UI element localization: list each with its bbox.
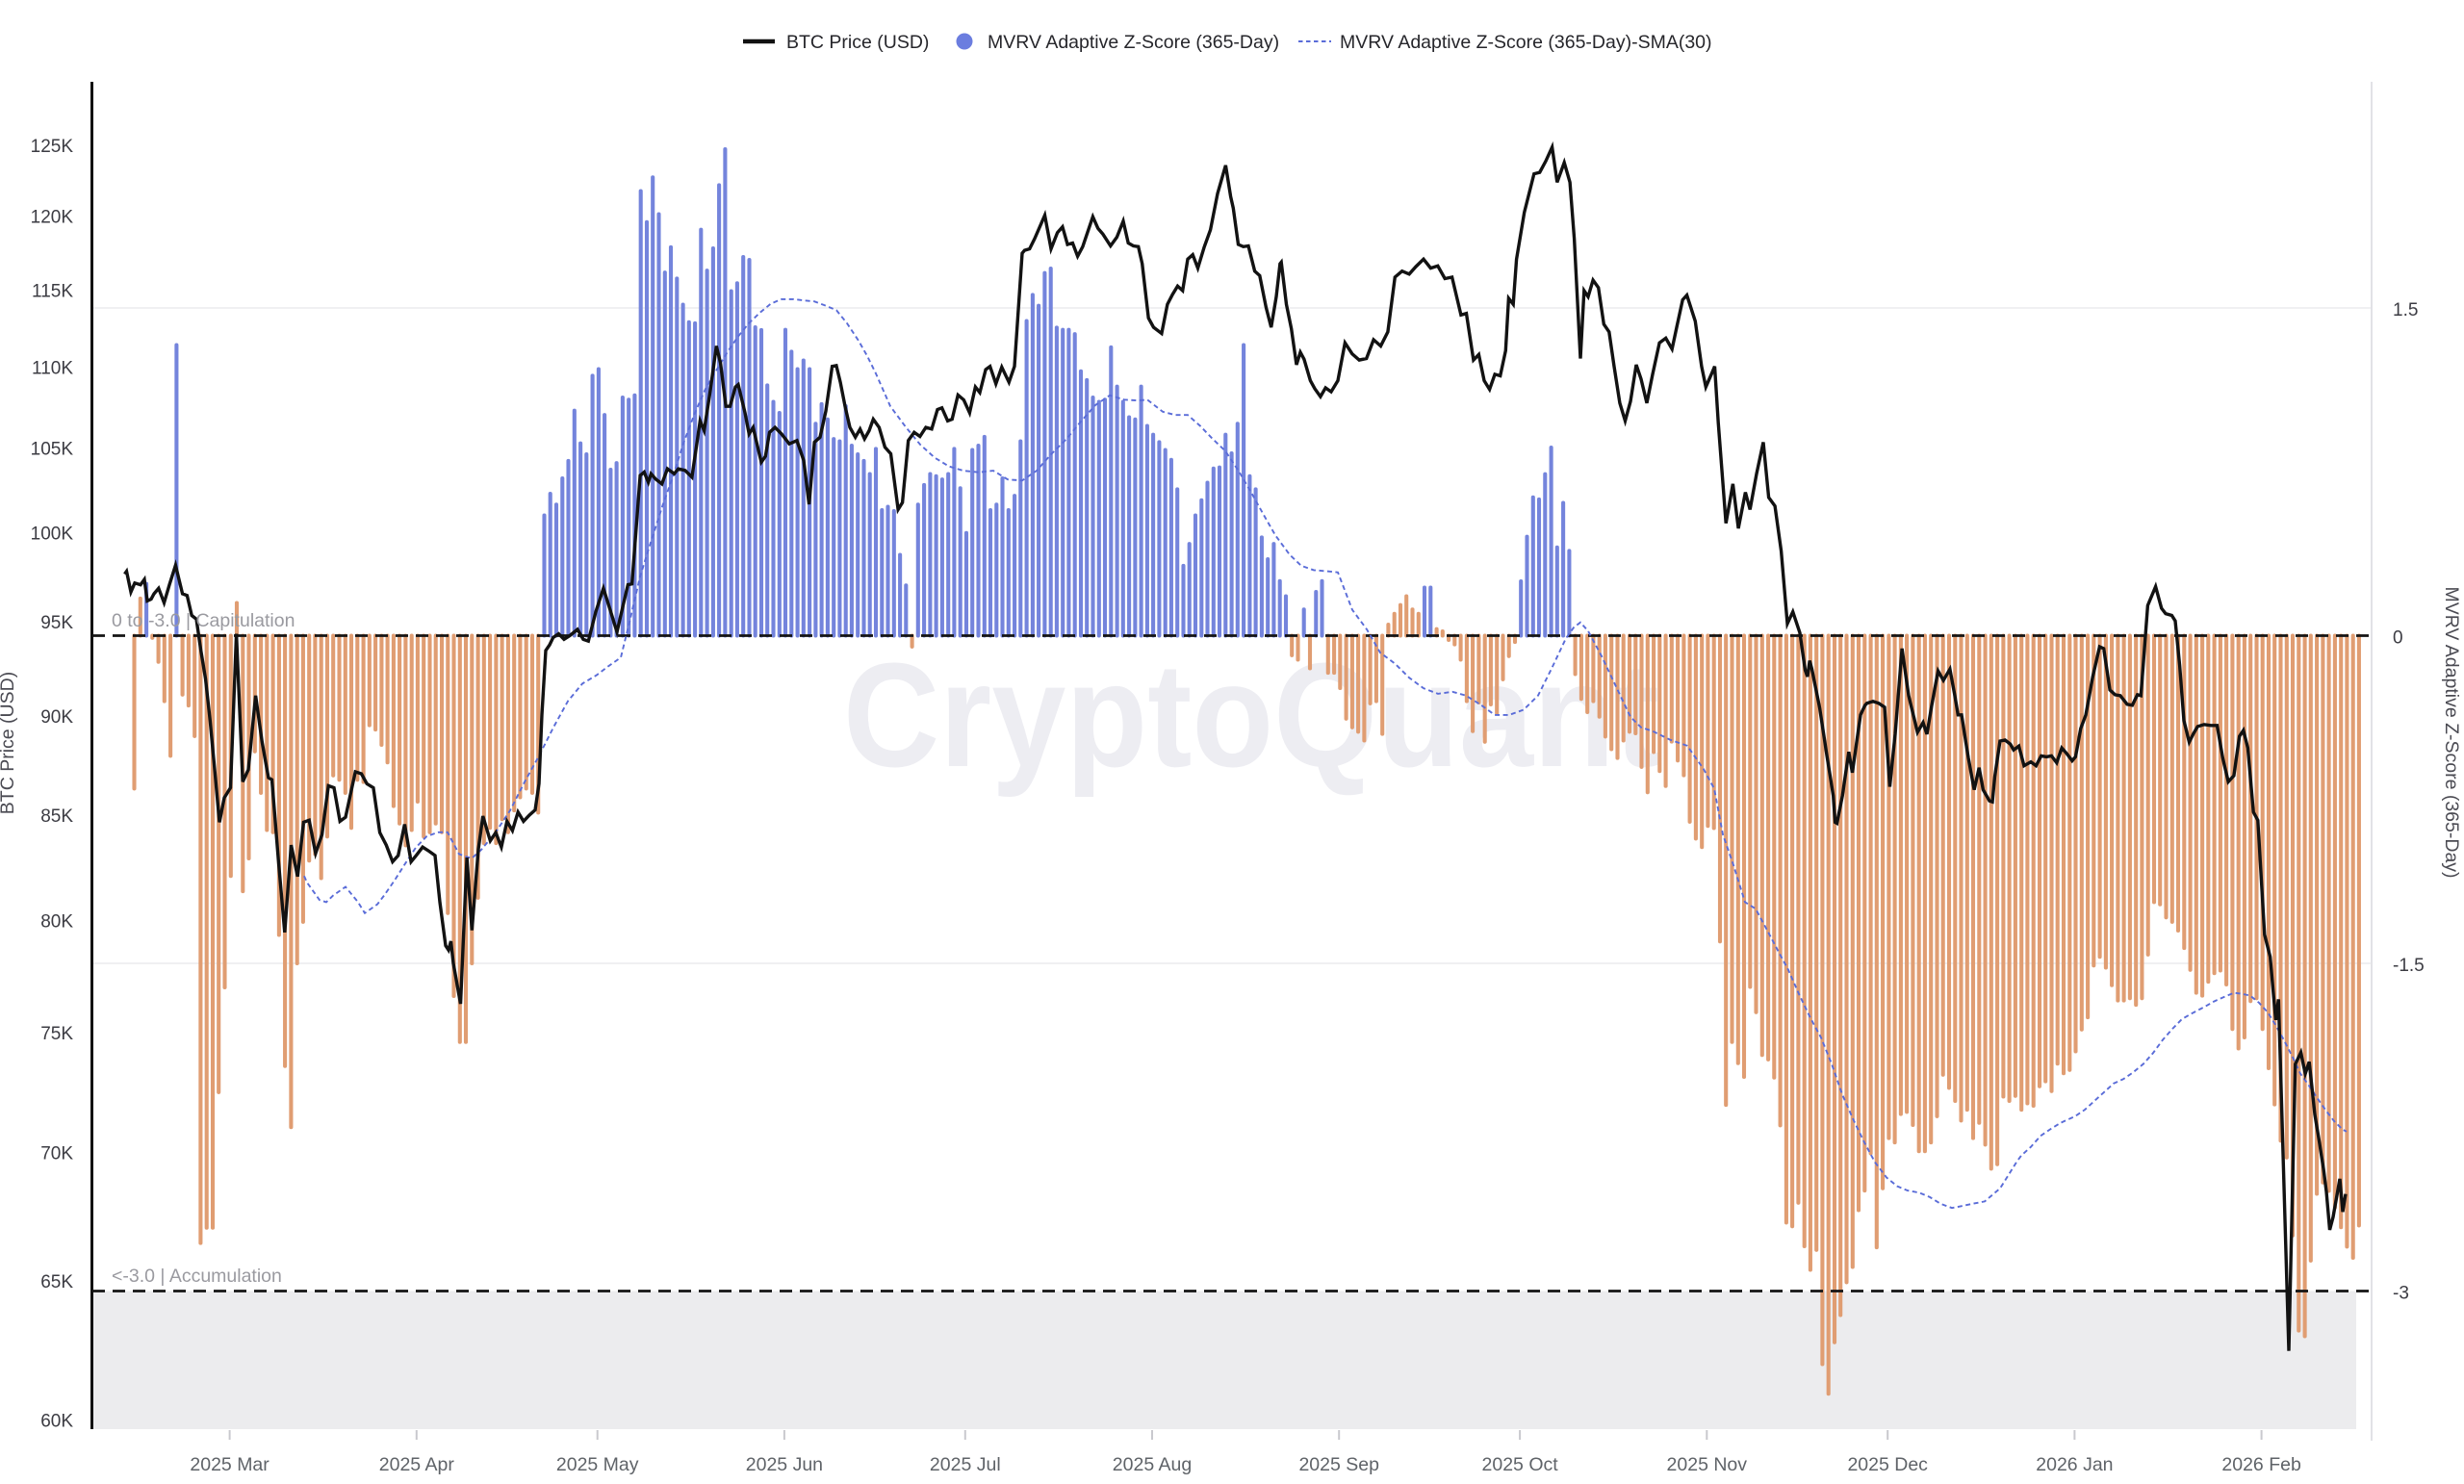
- svg-text:MVRV Adaptive Z-Score (365-Day: MVRV Adaptive Z-Score (365-Day)-SMA(30): [1340, 32, 1712, 53]
- svg-text:125K: 125K: [31, 137, 74, 157]
- svg-text:105K: 105K: [31, 440, 74, 460]
- svg-text:BTC Price (USD): BTC Price (USD): [786, 32, 929, 53]
- svg-text:BTC Price (USD): BTC Price (USD): [0, 672, 18, 814]
- svg-text:MVRV Adaptive Z-Score (365-Day: MVRV Adaptive Z-Score (365-Day): [2441, 586, 2462, 878]
- svg-text:65K: 65K: [40, 1272, 73, 1292]
- svg-text:2025 Aug: 2025 Aug: [1113, 1454, 1192, 1475]
- svg-text:2025 Oct: 2025 Oct: [1482, 1454, 1559, 1475]
- svg-text:2025 Apr: 2025 Apr: [379, 1454, 455, 1475]
- svg-text:2026 Jan: 2026 Jan: [2036, 1454, 2113, 1475]
- svg-text:80K: 80K: [40, 911, 73, 932]
- svg-text:2025 May: 2025 May: [556, 1454, 639, 1475]
- svg-text:MVRV Adaptive Z-Score (365-Day: MVRV Adaptive Z-Score (365-Day): [988, 32, 1279, 53]
- svg-text:2025 Jul: 2025 Jul: [930, 1454, 1001, 1475]
- svg-text:75K: 75K: [40, 1024, 73, 1044]
- svg-text:60K: 60K: [40, 1411, 73, 1431]
- svg-text:2025 Dec: 2025 Dec: [1847, 1454, 1928, 1475]
- svg-text:CryptoQuant: CryptoQuant: [843, 632, 1659, 798]
- svg-text:2025 Sep: 2025 Sep: [1298, 1454, 1379, 1475]
- svg-text:100K: 100K: [31, 525, 74, 545]
- svg-text:-1.5: -1.5: [2393, 956, 2425, 976]
- svg-text:1.5: 1.5: [2393, 300, 2418, 320]
- svg-text:2025 Jun: 2025 Jun: [746, 1454, 823, 1475]
- svg-text:120K: 120K: [31, 208, 74, 228]
- svg-text:<-3.0 | Accumulation: <-3.0 | Accumulation: [112, 1266, 282, 1287]
- svg-text:90K: 90K: [40, 707, 73, 728]
- svg-text:70K: 70K: [40, 1143, 73, 1164]
- svg-text:110K: 110K: [32, 359, 73, 379]
- svg-text:2025 Nov: 2025 Nov: [1667, 1454, 1748, 1475]
- svg-text:85K: 85K: [40, 806, 73, 827]
- svg-text:0 to -3.0 | Capitulation: 0 to -3.0 | Capitulation: [112, 610, 295, 631]
- svg-text:95K: 95K: [40, 613, 73, 633]
- svg-text:115K: 115K: [32, 282, 73, 302]
- svg-text:2025 Mar: 2025 Mar: [190, 1454, 270, 1475]
- svg-text:-3: -3: [2393, 1284, 2409, 1304]
- svg-text:0: 0: [2393, 628, 2403, 649]
- svg-text:2026 Feb: 2026 Feb: [2221, 1454, 2301, 1475]
